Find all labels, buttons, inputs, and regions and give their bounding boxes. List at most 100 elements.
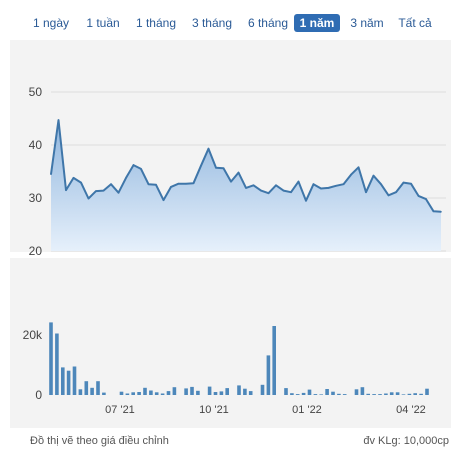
- volume-bar: [378, 394, 382, 395]
- price-point: [380, 183, 382, 185]
- price-point: [50, 173, 52, 175]
- volume-bar: [372, 394, 376, 395]
- volume-bar: [337, 393, 341, 395]
- tab-3-months[interactable]: 3 tháng: [191, 16, 233, 30]
- volume-bar: [243, 388, 247, 395]
- price-point: [260, 189, 262, 192]
- volume-bar: [389, 392, 394, 395]
- price-point: [72, 177, 75, 179]
- volume-bar: [366, 393, 370, 395]
- volume-bar: [137, 392, 141, 395]
- volume-bar: [55, 333, 59, 395]
- price-point: [372, 174, 375, 177]
- price-point: [282, 189, 285, 192]
- volume-bar: [78, 389, 83, 395]
- tab-1-week[interactable]: 1 tuần: [86, 16, 120, 30]
- volume-bar: [384, 393, 388, 395]
- volume-bar: [325, 389, 329, 395]
- price-point: [267, 192, 270, 194]
- price-point: [125, 177, 127, 179]
- price-point: [140, 168, 142, 170]
- volume-bar: [61, 367, 65, 395]
- price-point: [200, 164, 202, 167]
- price-point: [327, 187, 330, 189]
- price-ytick-label: 40: [29, 138, 43, 152]
- adjusted-price-note: Đồ thị vẽ theo giá điều chỉnh: [30, 435, 169, 447]
- volume-bar: [90, 387, 94, 395]
- price-point: [155, 184, 157, 186]
- price-point: [350, 173, 352, 176]
- price-point: [192, 182, 195, 184]
- xtick-label: 01 '22: [292, 404, 322, 416]
- price-plot: [50, 119, 442, 251]
- period-tabs: 1 ngày 1 tuần 1 tháng 3 tháng 6 tháng 1 …: [28, 14, 455, 32]
- volume-bar: [213, 392, 218, 395]
- volume-bar: [172, 387, 177, 395]
- volume-bar: [284, 388, 288, 395]
- price-area: [51, 120, 441, 251]
- price-point: [222, 167, 225, 170]
- price-point: [312, 183, 315, 185]
- price-point: [185, 182, 187, 185]
- price-ytick-label: 50: [29, 85, 43, 99]
- price-ytick-label: 30: [29, 191, 43, 205]
- volume-bar: [219, 391, 224, 395]
- volume-bar: [149, 390, 153, 395]
- price-point: [305, 199, 307, 202]
- xtick-label: 10 '21: [199, 404, 229, 416]
- price-point: [110, 183, 112, 185]
- volume-unit-note: đv KLg: 10,000cp: [363, 435, 449, 447]
- price-point: [417, 195, 420, 197]
- volume-bar: [395, 392, 400, 395]
- volume-bar: [166, 391, 171, 395]
- tab-6-months[interactable]: 6 tháng: [247, 16, 289, 30]
- volume-bar: [84, 381, 89, 395]
- volume-bar: [360, 387, 365, 395]
- tab-all[interactable]: Tất cả: [398, 16, 432, 30]
- price-point: [365, 191, 367, 193]
- tab-3-years[interactable]: 3 năm: [350, 16, 384, 30]
- volume-bar: [190, 386, 194, 395]
- price-point: [275, 184, 277, 187]
- volume-bar: [119, 391, 124, 395]
- price-point: [80, 181, 82, 184]
- volume-bar: [96, 381, 100, 395]
- volume-bar: [342, 394, 347, 395]
- volume-bar: [184, 388, 188, 395]
- price-point: [335, 185, 337, 187]
- volume-bar: [307, 389, 312, 395]
- volume-bar: [425, 388, 429, 395]
- price-ytick-label: 20: [29, 244, 43, 258]
- price-point: [357, 166, 360, 169]
- volume-bar: [143, 387, 147, 395]
- volume-bar: [301, 392, 306, 395]
- volume-bar: [413, 393, 417, 395]
- price-point: [162, 199, 165, 201]
- volume-bar: [248, 391, 253, 395]
- price-point: [237, 171, 240, 174]
- volume-bar: [154, 392, 159, 395]
- price-point: [432, 210, 435, 213]
- volume-bar: [102, 392, 106, 395]
- volume-panel: [10, 258, 451, 428]
- volume-bar: [66, 370, 71, 395]
- price-point: [230, 180, 232, 183]
- volume-bar: [72, 366, 77, 395]
- tab-1-day[interactable]: 1 ngày: [32, 16, 70, 30]
- price-point: [440, 211, 442, 213]
- volume-bar: [125, 393, 130, 395]
- price-point: [290, 191, 292, 193]
- volume-bar: [290, 393, 294, 395]
- volume-bar: [295, 394, 300, 395]
- price-point: [132, 164, 135, 166]
- price-point: [425, 198, 427, 200]
- volume-bar: [237, 385, 241, 395]
- tab-1-year[interactable]: 1 năm: [294, 14, 340, 32]
- price-point: [57, 119, 60, 121]
- price-point: [170, 186, 172, 188]
- tab-1-month[interactable]: 1 tháng: [135, 16, 177, 30]
- price-point: [177, 182, 180, 185]
- volume-bar: [401, 394, 406, 395]
- price-point: [252, 184, 255, 187]
